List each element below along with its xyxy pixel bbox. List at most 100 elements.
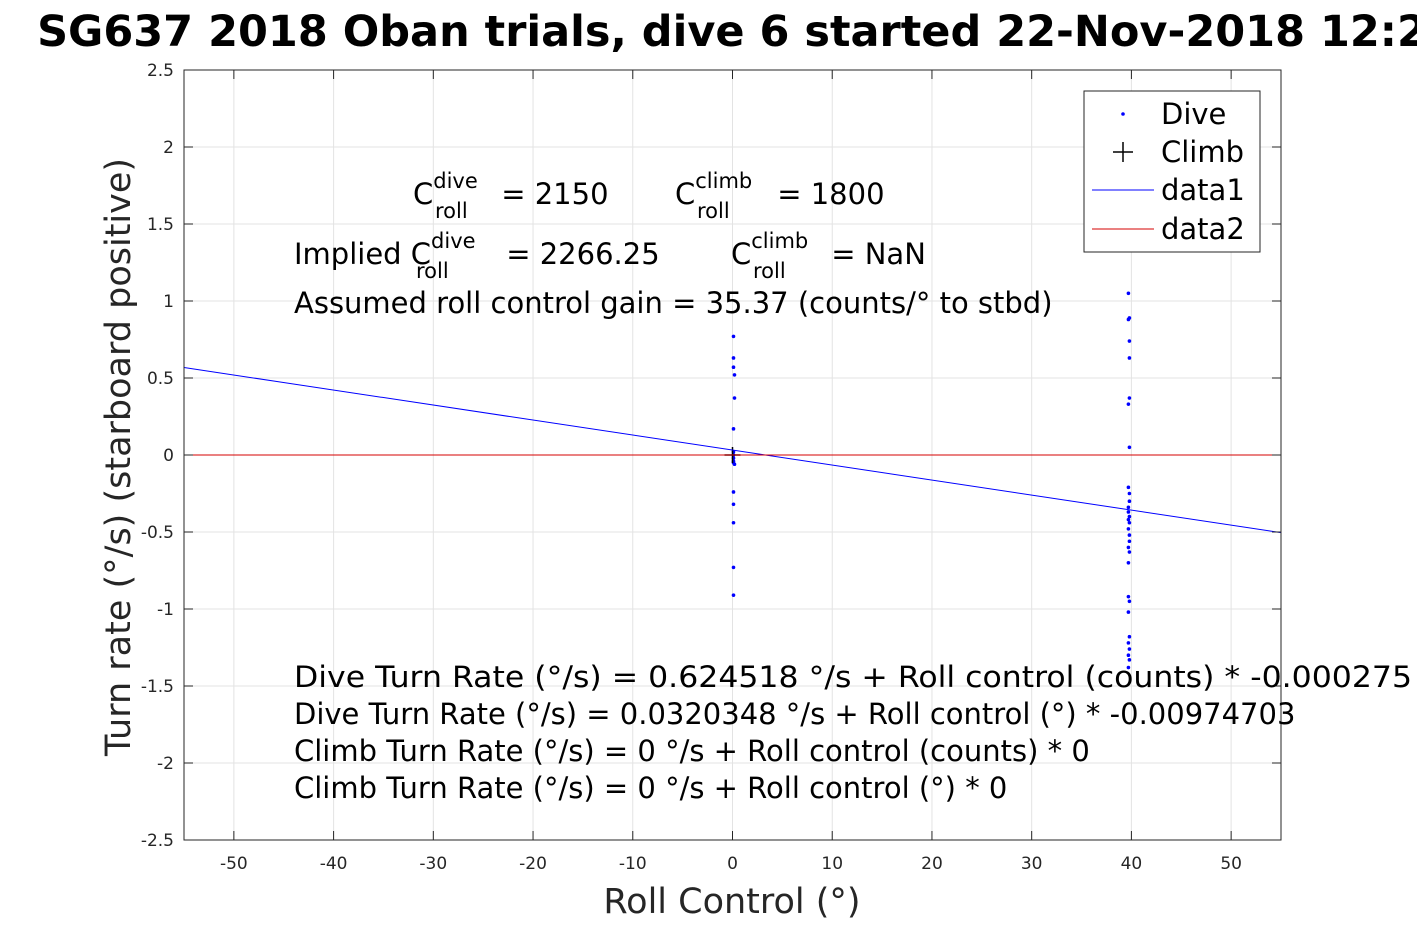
c-dive-sub: roll [435, 199, 468, 223]
c-climb-letter: C [675, 177, 695, 211]
y-tick-label: 1 [163, 292, 174, 312]
x-tick-label: 10 [821, 854, 843, 874]
series-dive-point [1126, 291, 1131, 296]
series-dive-point [1126, 485, 1131, 490]
legend-dive-label: Dive [1161, 97, 1226, 131]
ticks: -50 -40 -30 -20 -10 0 10 20 30 40 50-2.5-2-1.5-1-0… [141, 61, 1281, 874]
series-dive-point [731, 490, 736, 494]
annotation-eq2: Dive Turn Rate (°/s) = 0.0320348 °/s + R… [294, 697, 1295, 731]
series-dive-point [1127, 539, 1132, 544]
series-dive-point [731, 334, 736, 339]
y-tick-label: -2.5 [141, 831, 174, 851]
annotation-eq4: Climb Turn Rate (°/s) = 0 °/s + Roll con… [294, 771, 1007, 805]
series-dive-point [1127, 339, 1132, 343]
y-tick-label: 2.5 [147, 61, 174, 81]
legend-data1-label: data1 [1161, 173, 1245, 207]
annotation-c-dive: Cdive roll = 2150 [413, 169, 609, 223]
series-dive-point [731, 427, 736, 431]
chart-title: SG637 2018 Oban trials, dive 6 started 2… [37, 7, 1417, 57]
series-dive-point [1127, 514, 1132, 519]
x-tick-label: -20 [519, 854, 547, 874]
annotation-implied-dive: Implied Cdive roll = 2266.25 [294, 229, 660, 283]
series-dive-point [1126, 665, 1131, 670]
y-tick-label: -2 [157, 754, 174, 774]
y-tick-label: 0.5 [147, 369, 174, 389]
y-axis-label: Turn rate (°/s) (starboard positive) [99, 158, 139, 757]
x-tick-label: 40 [1121, 854, 1143, 874]
c-climb-value: = 1800 [768, 177, 885, 211]
series-dive-point [1126, 317, 1131, 322]
series-dive-point [731, 365, 736, 370]
series-dive-point [1127, 550, 1132, 554]
annotation-c-climb: Cclimb roll = 1800 [675, 169, 885, 223]
y-tick-label: -1 [157, 600, 174, 620]
x-tick-label: 50 [1220, 854, 1242, 874]
series-dive-point [1126, 610, 1131, 614]
implied-dive-value: = 2266.25 [497, 237, 660, 271]
series-dive-point [1127, 491, 1132, 496]
series-dive-point [1126, 594, 1131, 599]
x-axis-label: Roll Control (°) [603, 882, 860, 922]
x-tick-label: 0 [727, 854, 738, 874]
series-dive-point [1126, 402, 1131, 406]
x-tick-label: 30 [1021, 854, 1043, 874]
c-climb-sub: roll [697, 199, 730, 223]
annotation-eq1: Dive Turn Rate (°/s) = 0.624518 °/s + Ro… [294, 660, 1412, 694]
implied-climb-sup: climb [751, 229, 808, 253]
series-dive-point [1127, 599, 1132, 604]
series-dive-point [1127, 396, 1132, 400]
series-dive-point [1127, 647, 1132, 651]
series-dive-point [1126, 545, 1131, 550]
annotation-eq3: Climb Turn Rate (°/s) = 0 °/s + Roll con… [294, 734, 1090, 768]
series-dive-point [731, 593, 736, 597]
c-climb-sup: climb [695, 169, 752, 193]
x-tick-label: 20 [921, 854, 943, 874]
series-dive-point [1127, 445, 1132, 450]
implied-prefix: Implied C [294, 237, 431, 271]
series-dive-point [732, 396, 737, 400]
series-dive-point [1127, 634, 1132, 639]
implied-climb-sub: roll [753, 259, 786, 283]
series-dive-point [731, 502, 736, 507]
series-dive-point [731, 356, 736, 360]
implied-dive-sup: dive [431, 229, 476, 253]
series-dive-point [1127, 356, 1132, 360]
series-dive-point [1127, 499, 1132, 504]
y-tick-label: -1.5 [141, 677, 174, 697]
series-data1-line [183, 367, 1282, 534]
x-tick-label: -40 [320, 854, 348, 874]
series-dive-point [732, 373, 737, 377]
implied-climb-letter: C [731, 237, 751, 271]
c-dive-value: = 2150 [492, 177, 609, 211]
series-dive-point [731, 565, 736, 570]
y-tick-label: -0.5 [141, 523, 174, 543]
annotation-implied-climb: Cclimb roll = NaN [731, 229, 926, 283]
legend-items: Dive Climb data1 data2 [1092, 97, 1245, 246]
implied-dive-sub: roll [416, 259, 449, 283]
implied-climb-value: = NaN [822, 237, 926, 271]
annotations: Cdive roll = 2150 Cclimb roll = 1800 Impli… [294, 169, 1412, 805]
legend-dive-marker [1121, 112, 1125, 116]
y-tick-label: 1.5 [147, 215, 174, 235]
y-tick-label: 0 [163, 446, 174, 466]
y-tick-label: 2 [163, 138, 174, 158]
series-layer [183, 291, 1282, 670]
x-tick-label: -50 [220, 854, 248, 874]
x-tick-label: -10 [619, 854, 647, 874]
series-dive-point [1126, 641, 1131, 645]
series-dive-point [1126, 505, 1131, 510]
series-dive-point [1127, 658, 1132, 662]
series-dive-point [1127, 520, 1132, 525]
series-dive-point [1126, 517, 1131, 522]
legend: Dive Climb data1 data2 [1083, 90, 1261, 253]
legend-box [1083, 90, 1261, 253]
series-dive-point [1126, 527, 1131, 531]
series-dive-point [1127, 533, 1132, 537]
annotation-gain: Assumed roll control gain = 35.37 (count… [294, 286, 1053, 320]
c-dive-sup: dive [433, 169, 478, 193]
series-dive-point [1126, 653, 1131, 657]
series-dive-point [1126, 510, 1131, 514]
series-dive-point [1126, 561, 1131, 565]
series-dive-point [731, 520, 736, 525]
